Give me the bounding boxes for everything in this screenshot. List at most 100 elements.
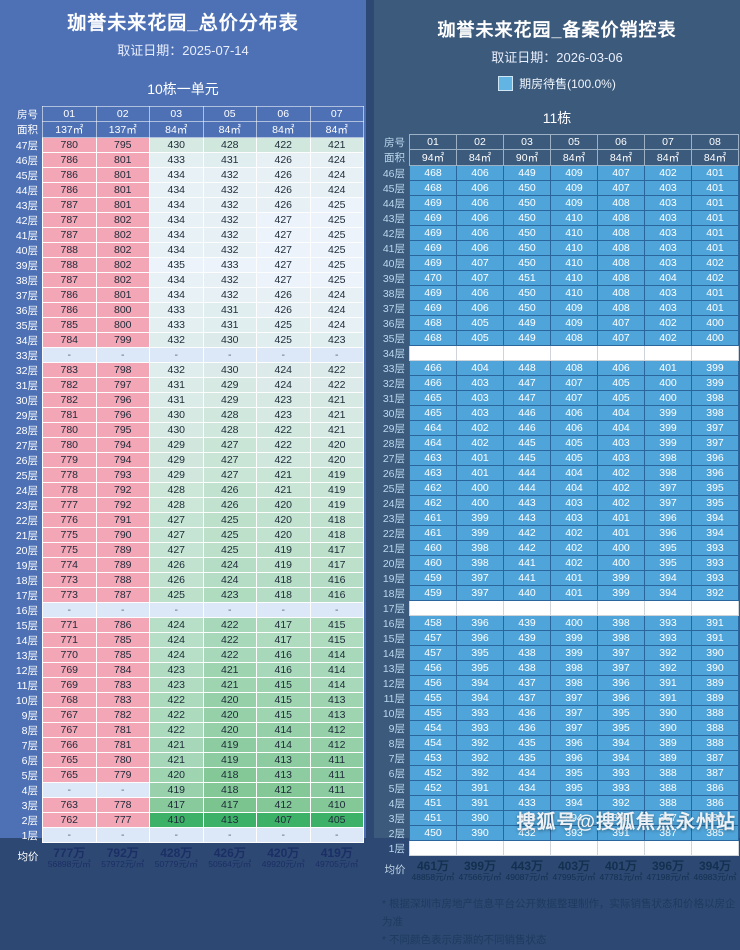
price-cell: 392: [456, 735, 504, 751]
price-cell: 428: [202, 137, 257, 153]
price-cell: 446: [503, 405, 551, 421]
price-cell: 387: [644, 810, 692, 826]
floor-label: 16层: [15, 604, 38, 617]
price-cell: 403: [456, 375, 504, 391]
floor-label: 18层: [382, 587, 405, 600]
price-cell: 469: [409, 240, 457, 256]
price-cell: 427: [256, 227, 311, 243]
floor-label: 32层: [382, 377, 405, 390]
floor-label: 39层: [382, 272, 405, 285]
price-cell: 798: [95, 362, 150, 378]
price-cell: 388: [691, 735, 739, 751]
price-cell: 453: [409, 750, 457, 766]
floor-label: 40层: [382, 257, 405, 270]
price-cell: 404: [597, 420, 645, 436]
price-cell: 444: [503, 480, 551, 496]
row-header-label: 面积: [384, 152, 405, 164]
price-cell: 432: [149, 332, 204, 348]
floor-label: 15层: [15, 619, 38, 632]
price-cell: 402: [550, 525, 598, 541]
price-cell: 408: [597, 210, 645, 226]
floor-label: 33层: [382, 362, 405, 375]
price-cell: 795: [95, 137, 150, 153]
price-cell: 399: [597, 585, 645, 601]
price-cell: 427: [202, 437, 257, 453]
price-cell: 795: [95, 422, 150, 438]
price-cell: 466: [409, 375, 457, 391]
floor-label: 6层: [388, 767, 405, 780]
column-header: 03: [149, 106, 204, 122]
price-cell: -: [95, 347, 150, 363]
floor-label: 21层: [382, 542, 405, 555]
right-page-title: 珈誉未来花园_备案价销控表: [437, 20, 677, 40]
column-header: 08: [691, 134, 739, 150]
price-cell: 788: [42, 242, 97, 258]
floor-label: 30层: [15, 394, 38, 407]
price-cell: 796: [95, 392, 150, 408]
price-cell: 399: [644, 435, 692, 451]
price-cell: 406: [456, 165, 504, 181]
price-cell: 397: [550, 690, 598, 706]
price-cell: 464: [409, 420, 457, 436]
price-cell: 394: [550, 810, 598, 826]
area-cell: 84㎡: [644, 149, 692, 166]
price-cell: 407: [456, 255, 504, 271]
price-cell: 399: [550, 645, 598, 661]
price-cell: 794: [95, 437, 150, 453]
floor-label: 41层: [382, 242, 405, 255]
avg-cell: 396万 47198元/㎡: [645, 856, 692, 883]
price-cell: 786: [95, 617, 150, 633]
price-cell: 425: [309, 227, 364, 243]
price-cell: 435: [149, 257, 204, 273]
price-cell: 398: [644, 465, 692, 481]
price-cell: 428: [149, 497, 204, 513]
price-cell: 406: [456, 225, 504, 241]
price-cell: 393: [691, 555, 739, 571]
price-cell: 468: [409, 315, 457, 331]
price-cell: 428: [149, 482, 204, 498]
avg-unit-price: 57972元/㎡: [101, 859, 145, 870]
price-cell: -: [95, 827, 150, 843]
price-cell: 401: [691, 285, 739, 301]
price-cell: 396: [644, 525, 692, 541]
price-cell: 788: [42, 257, 97, 273]
floor-label: 25层: [15, 469, 38, 482]
price-cell: 787: [42, 197, 97, 213]
price-cell: 405: [597, 390, 645, 406]
price-cell: 430: [149, 407, 204, 423]
price-cell: 422: [256, 137, 311, 153]
floor-label: 9层: [21, 709, 38, 722]
price-cell: 762: [42, 812, 97, 828]
price-cell: 459: [409, 585, 457, 601]
price-cell: 779: [42, 452, 97, 468]
price-cell: 419: [256, 542, 311, 558]
floor-label: 27层: [15, 439, 38, 452]
price-cell: 394: [456, 690, 504, 706]
price-cell: 427: [256, 257, 311, 273]
price-cell: 421: [309, 422, 364, 438]
price-cell: 403: [644, 300, 692, 316]
floor-label: 9层: [388, 722, 405, 735]
price-cell: 802: [95, 272, 150, 288]
price-cell: 427: [256, 272, 311, 288]
price-cell: -: [256, 347, 311, 363]
price-cell: 462: [409, 495, 457, 511]
price-cell: 450: [503, 180, 551, 196]
price-cell: 410: [149, 812, 204, 828]
price-cell: 781: [42, 407, 97, 423]
price-cell: 461: [409, 525, 457, 541]
price-cell: 421: [149, 737, 204, 753]
price-cell: [691, 600, 739, 616]
price-cell: -: [95, 602, 150, 618]
price-cell: 470: [409, 270, 457, 286]
price-cell: 416: [309, 572, 364, 588]
floor-label: 29层: [382, 422, 405, 435]
price-cell: 460: [409, 540, 457, 556]
price-cell: 786: [42, 152, 97, 168]
price-cell: 400: [597, 555, 645, 571]
price-cell: 409: [550, 195, 598, 211]
price-cell: 425: [149, 587, 204, 603]
price-cell: -: [256, 602, 311, 618]
floor-label: 23层: [382, 512, 405, 525]
avg-unit-price: 47198元/㎡: [646, 872, 690, 883]
